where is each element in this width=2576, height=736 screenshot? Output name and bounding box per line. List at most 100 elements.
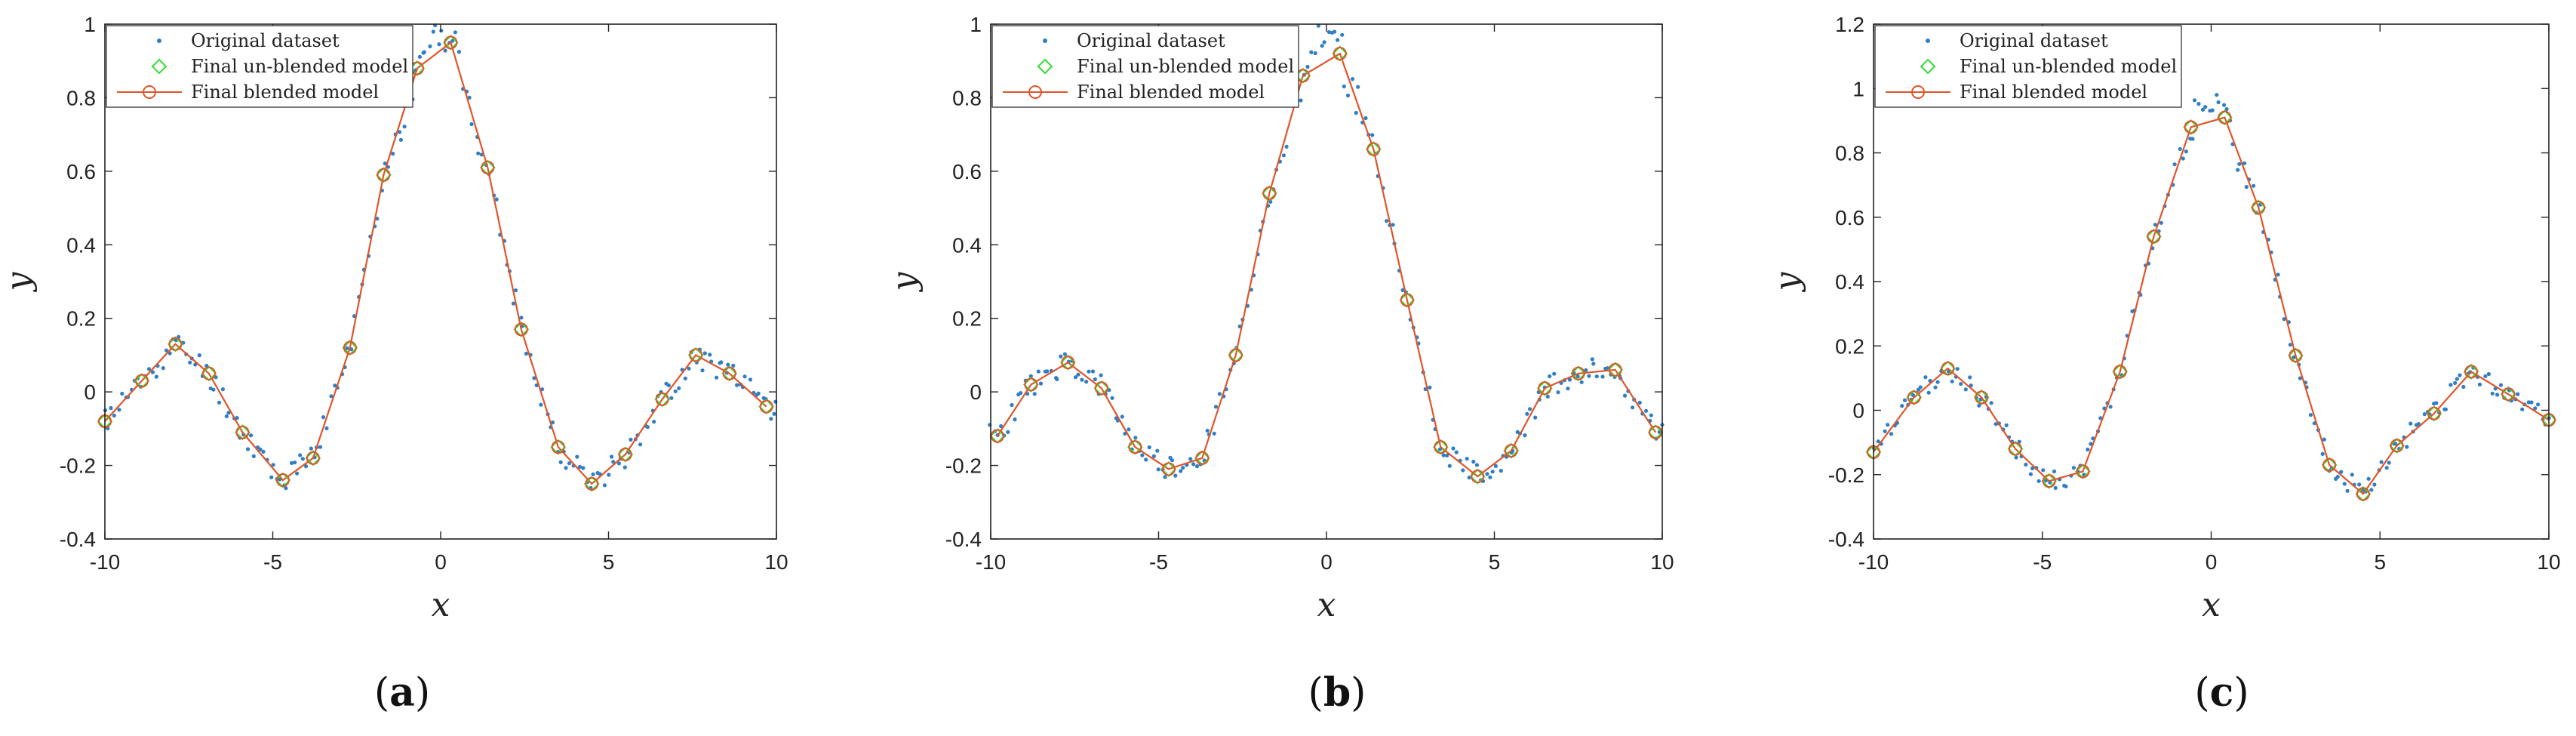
y-tick-label: 0.2 [66,307,96,331]
dataset-point [1900,404,1904,408]
x-tick-label: -5 [2033,550,2052,574]
dataset-point [1127,427,1131,432]
panel-caption: (c) [2194,670,2249,716]
unblended-model-marker [721,365,738,382]
dataset-point [2536,402,2541,407]
dataset-point [220,387,225,392]
dataset-point [1465,457,1469,461]
unblended-model-marker [1261,185,1277,202]
dataset-point [193,362,198,367]
dataset-point [329,394,334,399]
dataset-point [2098,416,2103,420]
y-axis-label: y [885,271,924,292]
dataset-point [261,449,266,454]
unblended-model-marker [2321,457,2338,473]
dataset-point [197,353,201,358]
unblended-model-marker [342,340,358,356]
dataset-point [1281,153,1286,158]
dataset-point [2448,383,2453,387]
dataset-point [1428,385,1432,390]
dataset-point [271,463,275,467]
y-tick-label: 0.6 [1835,206,1864,229]
x-tick-label: -10 [90,550,120,574]
dataset-point [719,360,724,365]
y-tick-label: 1.2 [1835,13,1864,36]
blended-model-marker [2218,110,2232,125]
blended-model-marker [2184,120,2198,134]
chart-panel-c: -10 -5 0 5 10 -0.4 -0.2 0 0.2 0.4 0.6 0.8 1 1.2 x y Orig… [1768,13,2561,716]
blended-model-marker [377,168,391,182]
caption-close: ) [2233,670,2249,716]
unblended-model-marker [1228,347,1244,363]
x-tick-label: 5 [603,550,615,574]
blended-model-marker [343,340,357,355]
x-tick-label: 0 [1320,550,1333,574]
blended-model-marker [1195,451,1210,465]
dataset-point [1493,463,1498,469]
dataset-point [2308,413,2313,417]
unblended-model-marker [2216,109,2233,126]
dataset-point [1305,64,1310,69]
dataset-point [2203,105,2208,109]
dataset-point [1010,402,1014,408]
unblended-model-marker [1160,461,1177,477]
dataset-point [702,351,707,356]
legend: Original dataset Final un-blended model Fi… [991,25,1299,108]
dataset-point [431,29,435,34]
dataset-point [333,383,337,388]
blended-model-marker [1228,348,1243,362]
legend-label: Final un-blended model [191,56,408,77]
dataset-point [616,461,622,466]
dataset-point [1179,469,1183,473]
dataset-point [2405,445,2409,449]
dataset-point [1955,367,1960,371]
dataset-point [1173,473,1178,478]
dataset-point [479,152,484,157]
dataset-point [150,370,155,374]
dataset-point [2210,108,2215,112]
legend-box [991,25,1299,108]
dataset-point [2369,488,2374,492]
dataset-point [1170,458,1174,463]
dataset-point [1579,380,1584,384]
blended-model-marker [689,348,703,362]
unblended-model-marker [134,373,150,389]
dataset-point [422,50,426,54]
blended-model-marker [444,35,458,50]
dataset-point [391,152,395,156]
dataset-point [2196,102,2201,106]
blended-model-marker [2147,229,2161,244]
y-tick-label: 1 [970,13,982,36]
blended-model-marker [1366,142,1381,156]
blended-model-marker [1061,356,1075,370]
dataset-point [1989,401,1993,405]
dataset-point [1474,463,1479,467]
dataset-point [769,417,773,421]
dataset-point [539,402,543,407]
dataset-point [2342,482,2347,486]
blended-model-marker [1161,462,1176,476]
caption-open: ( [1308,670,1323,716]
blended-model-marker [2322,457,2337,472]
dataset-point [1006,430,1010,435]
dataset-point [1575,374,1580,379]
dataset-point [304,464,309,469]
dataset-point [1350,77,1355,82]
blended-model-marker [1608,362,1622,377]
dataset-point [564,466,568,470]
dataset-point [2408,421,2413,426]
blended-model-marker [1571,366,1585,380]
dataset-point [1637,400,1642,405]
blended-model-marker [2356,487,2370,501]
dataset-point [309,446,313,451]
dataset-point [1073,375,1078,380]
y-tick-label: -0.4 [60,528,96,551]
y-tick-label: 0.8 [1835,142,1864,165]
dataset-point [1181,466,1185,470]
dataset-point [2159,220,2163,225]
dataset-point [443,48,447,53]
dataset-point [1918,385,1923,390]
blended-model-marker [134,374,149,388]
legend-dataset-marker [1043,38,1047,43]
